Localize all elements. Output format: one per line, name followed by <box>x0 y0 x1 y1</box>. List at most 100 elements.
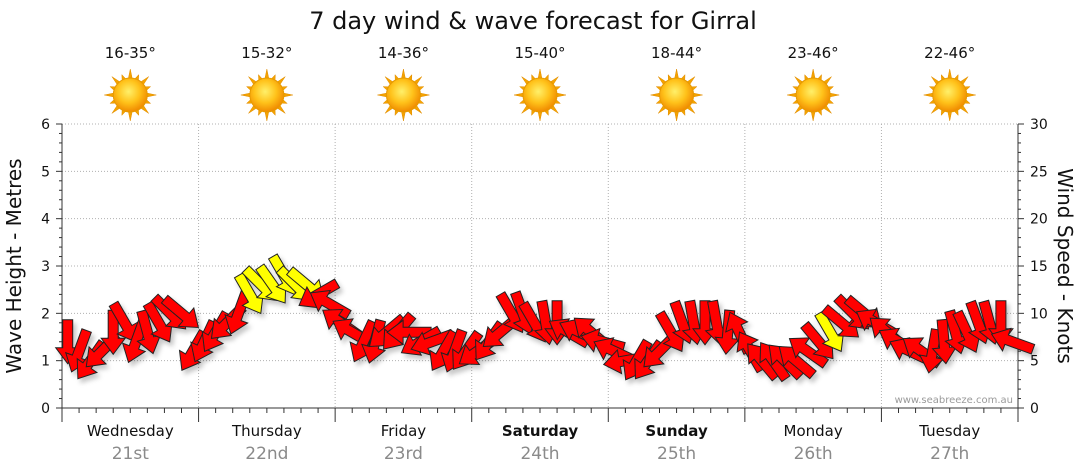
temperature-range: 15-32° <box>241 44 292 62</box>
axes: 0 1 2 3 4 5 6 0 5 10 15 20 25 30 <box>41 117 1048 422</box>
left-tick-label: 1 <box>41 354 50 370</box>
sun-icon <box>923 68 976 122</box>
wind-arrow <box>100 309 127 356</box>
left-tick-label: 0 <box>41 401 50 417</box>
grid-lines <box>62 123 1018 408</box>
sun-icon <box>240 68 293 122</box>
wind-arrow <box>778 346 817 380</box>
sun-ray <box>283 92 293 98</box>
right-tick-label: 20 <box>1030 212 1048 228</box>
sun-ray <box>810 111 816 122</box>
sun-disc <box>249 77 285 113</box>
wind-arrow <box>386 319 432 346</box>
right-tick-label: 5 <box>1030 354 1039 370</box>
sun-ray <box>923 92 934 98</box>
wind-arrow <box>410 328 455 356</box>
sun-ray <box>674 111 679 122</box>
sun-disc <box>112 77 148 113</box>
sun-icon <box>650 68 703 122</box>
sun-disc <box>659 77 695 113</box>
left-tick-label: 2 <box>41 306 50 322</box>
right-tick-label: 30 <box>1030 117 1048 133</box>
wind-arrow <box>918 328 945 374</box>
sun-ray <box>128 111 133 122</box>
day-date: 27th <box>930 444 969 464</box>
sun-ray <box>537 68 543 79</box>
left-axis-title: Wave Height - Metres <box>2 158 26 373</box>
temperature-range: 16-35° <box>105 44 156 62</box>
wind-arrow <box>814 310 845 353</box>
sun-ray <box>537 111 543 122</box>
sun-ray <box>146 92 157 98</box>
day-name: Tuesday <box>918 422 980 440</box>
right-axis-title: Wind Speed - Knots <box>1053 168 1077 364</box>
right-tick-label: 25 <box>1030 164 1048 180</box>
wind-arrow <box>931 318 958 365</box>
credit-text: www.seabreeze.com.au <box>895 395 1013 406</box>
day-name: Thursday <box>231 422 302 440</box>
day-date: 24th <box>520 444 559 464</box>
sun-ray <box>240 92 251 98</box>
sun-ray <box>377 92 387 98</box>
temperature-range: 22-46° <box>924 44 975 62</box>
day-date: 22nd <box>245 444 288 464</box>
day-name: Wednesday <box>87 422 174 440</box>
wind-arrow <box>820 304 860 338</box>
day-date: 25th <box>657 444 696 464</box>
wind-arrow <box>108 300 139 343</box>
wind-arrow-series <box>54 253 1036 383</box>
sun-icon <box>787 68 840 122</box>
temperature-range: 23-46° <box>788 44 839 62</box>
sun-disc <box>932 77 968 113</box>
temperature-range: 15-40° <box>514 44 565 62</box>
day-name: Sunday <box>645 422 708 440</box>
wind-arrow <box>990 327 1036 355</box>
sun-ray <box>787 92 797 98</box>
sun-ray <box>810 68 816 79</box>
day-name: Saturday <box>502 422 579 440</box>
sun-ray <box>264 68 270 79</box>
wind-arrow <box>224 290 252 335</box>
weather-icon-row <box>104 68 976 122</box>
sun-icon <box>513 68 567 122</box>
sun-ray <box>947 68 952 79</box>
right-tick-label: 10 <box>1030 306 1048 322</box>
sun-ray <box>513 92 524 98</box>
day-date: 26th <box>794 444 833 464</box>
sun-ray <box>264 111 270 122</box>
sun-disc <box>795 77 831 113</box>
day-date: 23rd <box>384 444 423 464</box>
sun-icon <box>104 68 157 122</box>
sun-disc <box>522 77 558 113</box>
day-name: Monday <box>784 422 843 440</box>
sun-ray <box>966 92 976 98</box>
sun-ray <box>401 68 406 79</box>
sun-ray <box>674 68 679 79</box>
sun-ray <box>829 92 840 98</box>
sun-ray <box>947 111 952 122</box>
sun-ray <box>650 92 660 98</box>
left-tick-label: 6 <box>41 117 50 133</box>
sun-ray <box>420 92 430 98</box>
sun-disc <box>385 77 421 113</box>
sun-icon <box>377 68 430 122</box>
day-labels: Wednesday 21st Thursday 22nd Friday 23rd Satur… <box>87 422 980 464</box>
wind-arrow <box>136 309 162 355</box>
temperature-range: 18-44° <box>651 44 702 62</box>
sun-ray <box>693 92 703 98</box>
left-tick-label: 3 <box>41 259 50 275</box>
sun-ray <box>556 92 567 98</box>
temperature-row: 16-35° 15-32° 14-36° 15-40° 18-44° 23-46° 22-4… <box>105 44 976 62</box>
left-tick-label: 4 <box>41 212 50 228</box>
sun-ray <box>104 92 114 98</box>
right-tick-label: 15 <box>1030 259 1048 275</box>
right-tick-label: 0 <box>1030 401 1039 417</box>
chart-title: 7 day wind & wave forecast for Girral <box>309 7 757 35</box>
wind-arrow <box>160 294 199 328</box>
day-name: Friday <box>381 422 427 440</box>
temperature-range: 14-36° <box>378 44 429 62</box>
sun-ray <box>401 111 406 122</box>
left-tick-label: 5 <box>41 164 50 180</box>
sun-ray <box>128 68 133 79</box>
